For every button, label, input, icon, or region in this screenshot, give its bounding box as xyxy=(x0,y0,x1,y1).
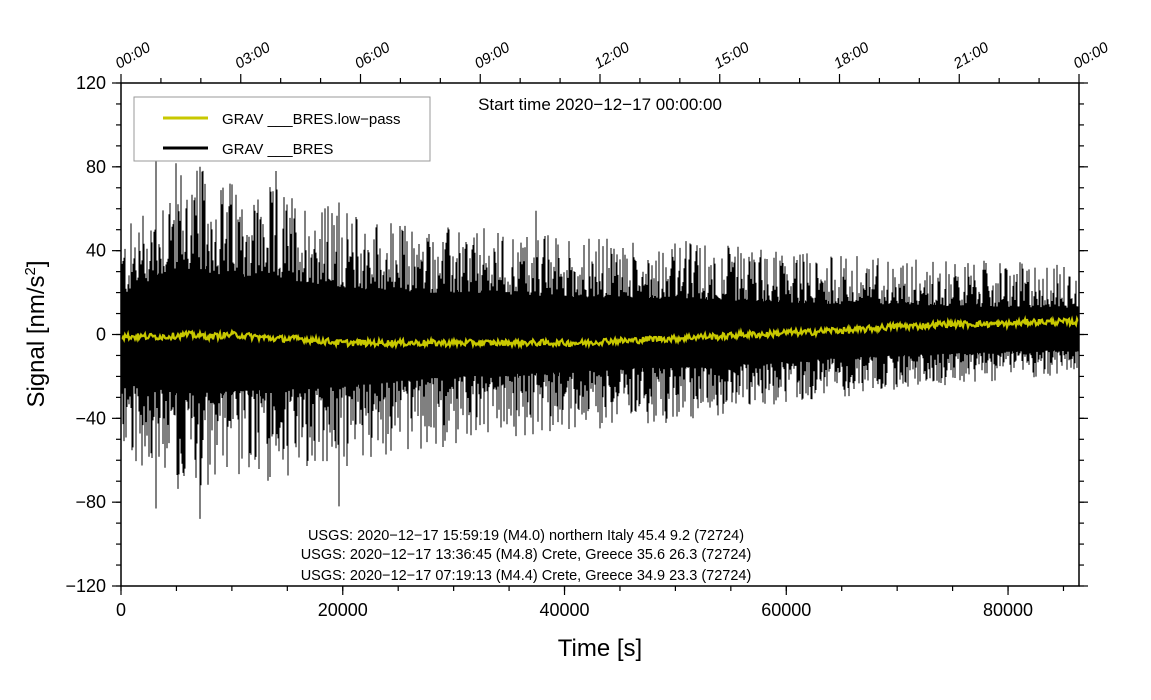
x-tick-label: 20000 xyxy=(318,600,368,620)
y-tick-label: −120 xyxy=(65,576,106,596)
y-tick-label: 120 xyxy=(76,73,106,93)
x-tick-label: 80000 xyxy=(983,600,1033,620)
x-tick-label: 40000 xyxy=(539,600,589,620)
top-time-label: 03:00 xyxy=(232,39,274,73)
y-axis-label: Signal [nm/s2] xyxy=(22,260,50,407)
legend-label-lowpass: GRAV ___BRES.low−pass xyxy=(222,111,401,128)
y-tick-label: −40 xyxy=(75,408,106,428)
legend-box xyxy=(133,96,431,162)
legend-label-raw: GRAV ___BRES xyxy=(222,141,333,158)
top-time-label: 12:00 xyxy=(592,39,634,73)
lowpass-signal-trace xyxy=(120,315,1080,350)
x-axis-label: Time [s] xyxy=(558,635,642,662)
event-annotations: USGS: 2020−12−17 15:59:19 (M4.0) norther… xyxy=(301,528,752,584)
y-tick-label: −80 xyxy=(75,492,106,512)
top-time-label: 09:00 xyxy=(472,39,514,73)
y-tick-label: 40 xyxy=(86,241,106,261)
event-annotation: USGS: 2020−12−17 13:36:45 (M4.8) Crete, … xyxy=(301,547,752,563)
top-time-label: 00:00 xyxy=(1071,39,1113,73)
top-time-axis-labels: 00:00 03:00 06:00 09:00 12:00 15:00 18:00 21:00… xyxy=(113,39,1113,73)
axis-tick-labels: −120 −80 −40 0 40 80 120 0 20000 40000 60000 80000 xyxy=(65,73,1033,620)
x-tick-label: 0 xyxy=(116,600,126,620)
top-time-label: 00:00 xyxy=(113,39,155,73)
event-annotation: USGS: 2020−12−17 15:59:19 (M4.0) norther… xyxy=(308,528,744,544)
axis-ticks xyxy=(112,74,1088,595)
x-tick-label: 60000 xyxy=(761,600,811,620)
start-time-label: Start time 2020−12−17 00:00:00 xyxy=(478,95,722,114)
top-time-label: 21:00 xyxy=(950,39,992,73)
y-tick-label: 80 xyxy=(86,157,106,177)
y-axis-title: Signal [nm/s2] xyxy=(22,260,50,407)
lowpass-signal-series xyxy=(120,315,1080,350)
top-time-label: 15:00 xyxy=(711,39,753,73)
top-time-label: 06:00 xyxy=(352,39,394,73)
y-tick-label: 0 xyxy=(96,325,106,345)
event-annotation: USGS: 2020−12−17 07:19:13 (M4.4) Crete, … xyxy=(301,568,752,584)
raw-signal-core xyxy=(121,273,1079,389)
top-time-label: 18:00 xyxy=(831,39,873,73)
legend: GRAV ___BRES.low−pass GRAV ___BRES xyxy=(133,96,431,162)
